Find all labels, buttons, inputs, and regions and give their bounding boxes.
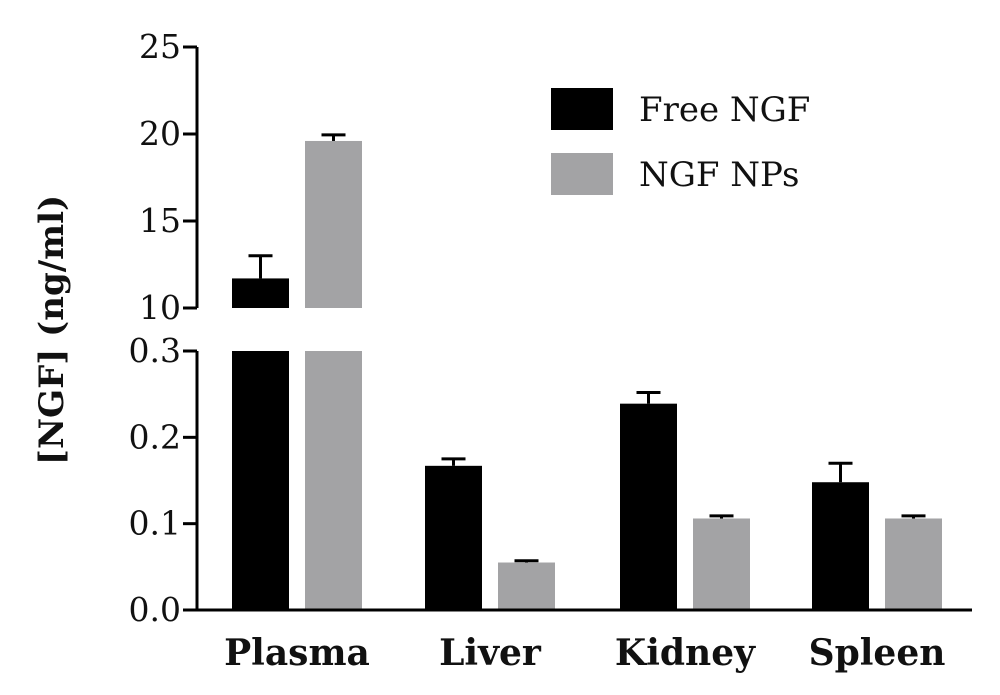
x-tick-label: Spleen <box>809 632 946 674</box>
bar-plasma-free-ngf <box>232 278 289 308</box>
bar-kidney-free-ngf <box>620 403 677 610</box>
y-tick-label: 15 <box>139 201 181 240</box>
x-axis: Plasma Liver Kidney Spleen <box>197 608 972 674</box>
y-tick-label: 20 <box>139 114 181 153</box>
y-tick-label: 10 <box>139 288 181 327</box>
y-tick-label: 0.2 <box>129 417 181 456</box>
y-axis-title: [NGF] (ng/ml) <box>32 195 72 465</box>
legend-swatch <box>551 88 613 130</box>
bar-plasma-ngf-nps <box>305 140 362 308</box>
bars-group <box>232 133 942 610</box>
bar-kidney-ngf-nps <box>693 518 750 610</box>
legend-swatch <box>551 153 613 195</box>
bar-spleen-ngf-nps <box>885 518 942 610</box>
x-tick-label: Liver <box>439 632 542 674</box>
y-tick-label: 0.3 <box>129 331 181 370</box>
legend-label: Free NGF <box>639 90 810 130</box>
bar-plasma-ngf-nps-lower <box>305 351 362 610</box>
y-tick-label: 0.1 <box>129 504 181 543</box>
bar-spleen-free-ngf <box>812 482 869 610</box>
bar-plasma-free-ngf-lower <box>232 351 289 610</box>
y-axis: 10 15 20 25 0.0 0.1 0.2 0.3 <box>129 27 199 629</box>
legend: Free NGF NGF NPs <box>551 88 810 195</box>
bar-liver-free-ngf <box>425 465 482 610</box>
x-tick-label: Plasma <box>224 632 370 674</box>
y-tick-label: 0.0 <box>129 590 181 629</box>
x-tick-label: Kidney <box>615 632 756 674</box>
y-tick-label: 25 <box>139 27 181 66</box>
legend-label: NGF NPs <box>639 155 799 195</box>
bar-liver-ngf-nps <box>498 562 555 610</box>
